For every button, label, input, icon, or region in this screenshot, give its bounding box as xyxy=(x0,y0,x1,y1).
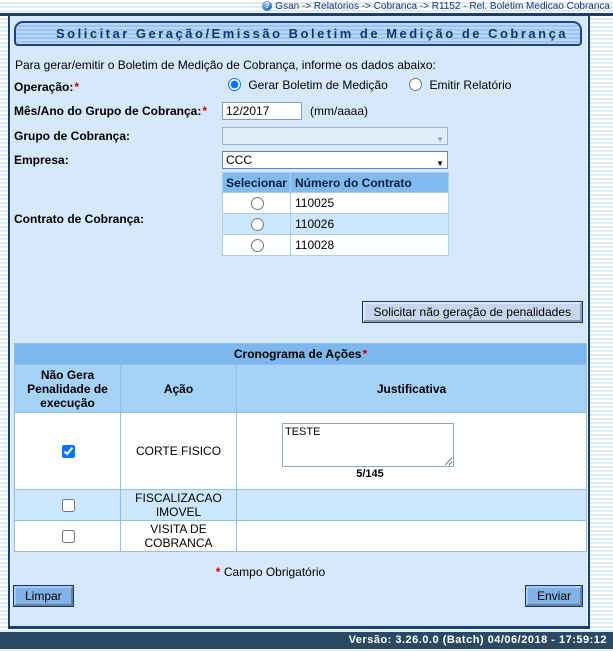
contrato-table: Selecionar Número do Contrato 110025 110… xyxy=(222,172,449,256)
limpar-button[interactable]: Limpar xyxy=(14,586,73,606)
chevron-down-icon: ▼ xyxy=(436,159,444,168)
col-nao-gera-penalidade: Não Gera Penalidade de execução xyxy=(14,364,121,413)
enviar-button[interactable]: Enviar xyxy=(525,586,582,606)
table-row: VISITA DE COBRANCA xyxy=(14,520,587,552)
table-row: 110025 xyxy=(222,192,449,214)
col-justificativa: Justificativa xyxy=(236,364,587,413)
table-row: 110028 xyxy=(222,234,449,256)
table-row: 110026 xyxy=(222,213,449,235)
required-asterisk: * xyxy=(202,104,208,118)
intro-text: Para gerar/emitir o Boletim de Medição d… xyxy=(15,58,436,72)
operacao-radio-group: Gerar Boletim de Medição Emitir Relatóri… xyxy=(228,78,511,93)
penalidade-checkbox-corte-fisico[interactable] xyxy=(61,444,75,458)
justificativa-textarea[interactable]: TESTE xyxy=(282,422,454,467)
grupo-cobranca-select[interactable]: ▼ xyxy=(222,127,448,145)
contrato-radio-110026[interactable] xyxy=(251,217,264,231)
footer-version-bar: Versão: 3.26.0.0 (Batch) 04/06/2018 - 17… xyxy=(0,632,613,649)
required-asterisk: * xyxy=(362,347,368,361)
col-acao: Ação xyxy=(120,364,237,413)
contrato-radio-110025[interactable] xyxy=(251,196,264,210)
contrato-numero: 110028 xyxy=(290,234,449,256)
page-title-text: Solicitar Geração/Emissão Boletim de Med… xyxy=(56,26,569,41)
chevron-down-icon: ▼ xyxy=(436,135,444,144)
contrato-numero: 110026 xyxy=(290,213,449,235)
top-divider xyxy=(0,13,613,16)
mes-ano-format-hint: (mm/aaaa) xyxy=(310,104,369,118)
penalidade-checkbox-visita-cobranca[interactable] xyxy=(61,529,75,543)
empresa-label: Empresa: xyxy=(14,153,69,167)
acao-cell: VISITA DE COBRANCA xyxy=(120,520,237,552)
contrato-header-row: Selecionar Número do Contrato xyxy=(222,172,449,193)
contrato-numero: 110025 xyxy=(290,192,449,214)
breadcrumb-text: Gsan -> Relatorios -> Cobranca -> R1152 … xyxy=(275,1,610,12)
contrato-radio-110028[interactable] xyxy=(251,238,264,252)
col-numero-contrato: Número do Contrato xyxy=(290,172,449,193)
mes-ano-input[interactable] xyxy=(222,102,302,120)
cronograma-title-row: Cronograma de Ações* xyxy=(14,343,587,365)
acao-cell: CORTE FISICO xyxy=(120,412,237,490)
empresa-select[interactable]: CCC ▼ xyxy=(222,151,448,169)
radio-emitir-relatorio[interactable] xyxy=(409,78,423,92)
penalidade-checkbox-fiscalizacao-imovel[interactable] xyxy=(61,498,75,512)
table-row: FISCALIZACAO IMOVEL xyxy=(14,489,587,521)
justificativa-cell xyxy=(236,489,587,521)
required-asterisk: * xyxy=(215,565,221,579)
required-field-note: * Campo Obrigatório xyxy=(215,565,326,579)
main-panel: Solicitar Geração/Emissão Boletim de Med… xyxy=(8,16,590,629)
breadcrumb[interactable]: ? Gsan -> Relatorios -> Cobranca -> R1152… xyxy=(0,0,610,13)
required-asterisk: * xyxy=(74,80,80,94)
col-selecionar: Selecionar xyxy=(222,172,291,193)
justificativa-cell xyxy=(236,520,587,552)
char-counter: 5/145 xyxy=(356,467,384,480)
help-icon[interactable]: ? xyxy=(262,1,273,12)
operacao-label: Operação:* xyxy=(14,80,80,94)
table-row: CORTE FISICO TESTE 5/145 xyxy=(14,412,587,490)
cronograma-title: Cronograma de Ações xyxy=(233,347,362,361)
grupo-cobranca-label: Grupo de Cobrança: xyxy=(14,129,131,143)
radio-emitir-relatorio-label: Emitir Relatório xyxy=(429,78,512,92)
empresa-value: CCC xyxy=(226,153,252,167)
radio-gerar-boletim[interactable] xyxy=(228,78,241,92)
radio-gerar-boletim-label: Gerar Boletim de Medição xyxy=(248,78,388,92)
version-text: Versão: 3.26.0.0 (Batch) 04/06/2018 - 17… xyxy=(348,634,607,646)
acao-cell: FISCALIZACAO IMOVEL xyxy=(120,489,237,521)
cronograma-header-row: Não Gera Penalidade de execução Ação Jus… xyxy=(14,364,587,413)
solicitar-nao-geracao-button[interactable]: Solicitar não geração de penalidades xyxy=(362,302,582,322)
page-title: Solicitar Geração/Emissão Boletim de Med… xyxy=(14,21,582,46)
contrato-cobranca-label: Contrato de Cobrança: xyxy=(14,212,145,226)
mes-ano-label: Mês/Ano do Grupo de Cobrança:* xyxy=(14,104,208,118)
cronograma-table: Cronograma de Ações* Não Gera Penalidade… xyxy=(14,343,587,552)
